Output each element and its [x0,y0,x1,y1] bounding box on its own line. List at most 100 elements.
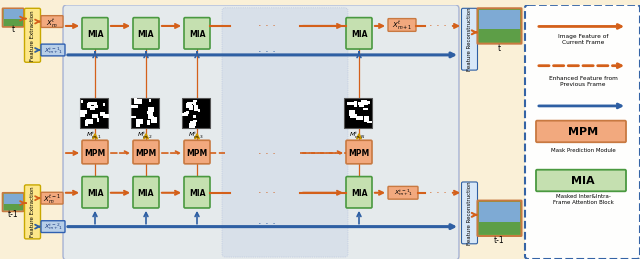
Bar [80,110,87,114]
FancyBboxPatch shape [82,18,108,49]
Bar [365,102,368,105]
Text: MPM: MPM [348,148,370,157]
Text: · · ·: · · · [258,188,276,198]
Bar [103,103,105,106]
Bar [195,100,197,102]
Text: $X_m^t$: $X_m^t$ [46,16,58,28]
Bar [136,119,140,122]
Bar [479,10,520,29]
Text: $M_{m,N}^t$: $M_{m,N}^t$ [349,131,367,140]
Bar [137,99,142,104]
FancyBboxPatch shape [24,8,40,62]
Text: Feature Reconstruction: Feature Reconstruction [467,181,472,245]
Bar [186,111,189,114]
FancyBboxPatch shape [184,18,210,49]
Bar [94,105,98,108]
Bar [80,98,108,127]
Text: $M_{m,2}^t$: $M_{m,2}^t$ [137,131,153,140]
Text: · · ·: · · · [258,47,276,57]
FancyBboxPatch shape [525,5,640,259]
Bar [367,121,372,123]
Text: MPM: MPM [136,148,157,157]
Bar [358,102,360,105]
Bar [136,122,140,127]
FancyBboxPatch shape [82,140,108,164]
Text: Mask Prediction Module: Mask Prediction Module [550,148,616,153]
FancyBboxPatch shape [63,5,459,259]
FancyBboxPatch shape [222,8,348,257]
Text: $X_{m+1}^{t-1}$: $X_{m+1}^{t-1}$ [44,45,62,56]
Text: Feature Reconstruction: Feature Reconstruction [467,8,472,71]
FancyBboxPatch shape [346,140,372,164]
Bar [148,114,153,119]
Bar [194,105,198,111]
FancyBboxPatch shape [133,18,159,49]
Text: t-1: t-1 [493,236,504,245]
Text: Feature Extraction: Feature Extraction [30,186,35,237]
FancyBboxPatch shape [536,121,626,142]
Text: MIA: MIA [189,30,205,39]
Bar [347,102,353,105]
Text: · · ·: · · · [258,149,276,159]
FancyBboxPatch shape [3,193,24,211]
Bar [361,100,367,105]
Bar [364,116,369,122]
Text: MPM: MPM [186,148,207,157]
Bar [86,119,93,124]
Text: Masked Inter&Intra-
Frame Attention Block: Masked Inter&Intra- Frame Attention Bloc… [552,194,613,205]
Bar [355,101,357,107]
Bar [193,100,196,105]
FancyBboxPatch shape [41,16,63,27]
FancyBboxPatch shape [536,170,626,191]
Bar [85,120,88,126]
FancyBboxPatch shape [477,8,522,44]
Text: t: t [12,25,15,34]
Text: t: t [497,44,500,53]
Bar [87,103,90,108]
Text: $X_{m+1}^{t-2}$: $X_{m+1}^{t-2}$ [44,221,62,232]
Bar [131,116,136,118]
Text: $M_{m,1}^t$: $M_{m,1}^t$ [86,131,102,140]
FancyBboxPatch shape [461,182,477,244]
FancyBboxPatch shape [41,192,63,204]
Bar [344,98,372,127]
FancyBboxPatch shape [133,140,159,164]
Bar [150,116,154,119]
Text: Enhanced Feature from
Previous Frame: Enhanced Feature from Previous Frame [548,76,618,87]
Bar [189,123,195,128]
Bar [189,121,196,126]
FancyBboxPatch shape [133,177,159,208]
Bar [131,98,159,127]
Text: Feature Extraction: Feature Extraction [30,10,35,61]
Bar [88,102,91,107]
Text: MIA: MIA [571,176,595,186]
Bar [81,100,83,103]
Bar [3,9,22,19]
Bar [3,204,22,210]
FancyBboxPatch shape [346,18,372,49]
Bar [364,108,368,110]
Bar [193,115,195,118]
Bar [182,98,210,127]
Bar [147,111,153,114]
Bar [91,102,97,105]
Bar [359,102,364,107]
Text: $X_m^{t-1}$: $X_m^{t-1}$ [43,192,61,205]
Bar [182,113,188,117]
FancyBboxPatch shape [24,185,40,239]
Bar [152,117,157,123]
Bar [350,115,356,118]
FancyBboxPatch shape [346,177,372,208]
Text: · · ·: · · · [258,219,276,229]
Bar [479,202,520,222]
Bar [186,103,192,107]
Bar [148,99,151,102]
Text: MPM: MPM [84,148,106,157]
Bar [365,100,369,104]
Bar [187,102,193,104]
FancyBboxPatch shape [41,221,65,233]
FancyBboxPatch shape [41,44,65,56]
Bar [198,109,200,112]
Bar [364,101,370,104]
Text: Image Feature of
Current Frame: Image Feature of Current Frame [557,34,608,45]
